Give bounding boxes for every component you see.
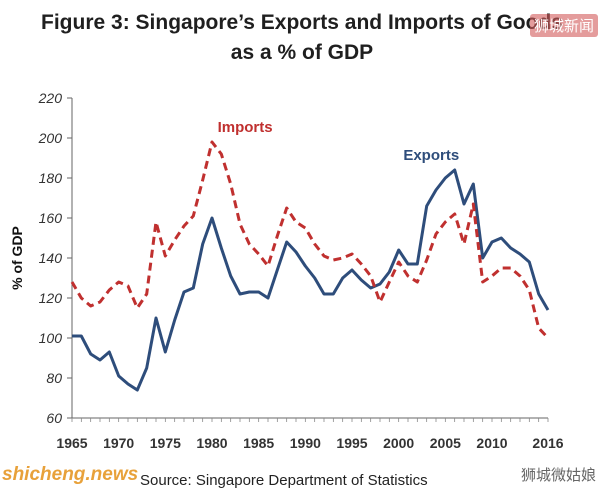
y-tick-label: 100	[39, 330, 63, 346]
chart-series	[70, 140, 550, 392]
x-tick-label: 2005	[430, 435, 461, 451]
y-tick-label: 200	[38, 130, 63, 146]
source-note: Source: Singapore Department of Statisti…	[140, 472, 428, 489]
y-tick-label: 220	[38, 90, 63, 106]
chart-labels: Exports Imports	[218, 119, 460, 164]
x-tick-label: 1965	[56, 435, 87, 451]
chart-axes: 60 80 100 120 140 160 180 200 220 1965 1970 1975 198…	[9, 90, 564, 451]
watermark-bottom-left: shicheng.news	[2, 464, 139, 485]
x-tick-label: 1975	[150, 435, 181, 451]
y-tick-label: 140	[39, 250, 63, 266]
series-label-imports: Imports	[218, 119, 273, 136]
chart-title-line2: as a % of GDP	[230, 41, 374, 64]
x-tick-label: 2000	[383, 435, 414, 451]
x-tick-label: 1990	[290, 435, 321, 451]
x-tick-label: 2016	[532, 435, 563, 451]
watermark-bottom-right: 狮城微姑娘	[520, 466, 596, 484]
watermark-top: 狮城新闻	[529, 14, 598, 37]
y-tick-label: 180	[39, 170, 63, 186]
chart-title-line1: Figure 3: Singapore’s Exports and Import…	[41, 11, 563, 34]
series-line-imports	[70, 140, 550, 340]
x-tick-label: 1980	[196, 435, 227, 451]
x-tick-label: 1985	[243, 435, 274, 451]
series-label-exports: Exports	[403, 147, 459, 164]
series-line-exports	[72, 168, 550, 392]
x-tick-label: 2010	[476, 435, 507, 451]
y-tick-label: 80	[46, 370, 62, 386]
x-tick-label: 1970	[103, 435, 134, 451]
y-tick-label: 60	[46, 410, 62, 426]
chart-title: Figure 3: Singapore’s Exports and Import…	[0, 8, 604, 68]
y-tick-label: 120	[39, 290, 63, 306]
y-tick-label: 160	[39, 210, 63, 226]
y-axis-label: % of GDP	[9, 226, 25, 290]
x-tick-label: 1995	[336, 435, 367, 451]
